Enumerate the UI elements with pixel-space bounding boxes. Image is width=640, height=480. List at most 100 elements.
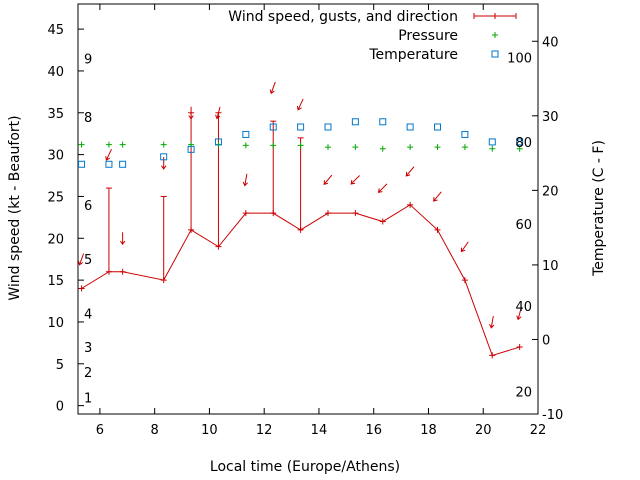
wind-point	[407, 201, 414, 208]
wind-point	[352, 210, 359, 217]
temperature-point	[242, 130, 250, 138]
legend-sample-pressure	[492, 32, 498, 38]
temperature-point	[488, 138, 496, 146]
y-tick-label: 30	[47, 149, 64, 164]
wind-direction-arrow	[119, 232, 126, 246]
y-tick-label: 0	[56, 400, 64, 415]
wind-direction-arrow	[215, 106, 221, 120]
y-tick-label: 5	[56, 358, 64, 373]
pressure-point	[324, 144, 331, 151]
beaufort-label: 8	[84, 111, 92, 126]
temperature-point	[297, 123, 305, 131]
wind-direction-arrow	[296, 98, 304, 111]
wind-direction-arrow	[433, 191, 442, 202]
plot-frame	[77, 3, 539, 415]
temperature-point	[406, 123, 414, 131]
wind-point	[489, 352, 496, 359]
legend: Wind speed, gusts, and direction Pressur…	[228, 9, 517, 63]
y-tick-label: 45	[47, 23, 64, 38]
pressure-point	[297, 142, 304, 149]
y2-tick-label: 20	[542, 184, 559, 199]
x-tick-label: 12	[256, 423, 273, 438]
beaufort-label: 1	[84, 391, 92, 406]
legend-label-pressure: Pressure	[398, 28, 458, 44]
pressure-point	[270, 142, 277, 149]
pressure-point	[242, 142, 249, 149]
legend-sample-temperature	[491, 50, 499, 58]
y2-axis-label: Temperature (C - F)	[591, 140, 607, 277]
temperature-point	[379, 118, 387, 126]
y2-tick-label: 40	[542, 35, 559, 50]
temperature-point	[160, 153, 168, 161]
wind-direction-arrow	[516, 307, 522, 321]
y2-tick-label: -10	[542, 408, 563, 423]
fahrenheit-label: 100	[507, 52, 532, 67]
wind-point	[105, 268, 112, 275]
x-axis-label: Local time (Europe/Athens)	[210, 459, 400, 475]
wind-point	[215, 243, 222, 250]
fahrenheit-label: 80	[515, 136, 532, 151]
wind-point	[516, 344, 523, 351]
temperature-point	[434, 123, 442, 131]
x-tick-label: 20	[475, 423, 492, 438]
y-tick-label: 35	[47, 107, 64, 122]
wind-point	[160, 277, 167, 284]
wind-direction-arrow	[105, 148, 112, 161]
temperature-point	[214, 138, 222, 146]
pressure-point	[461, 144, 468, 151]
pressure-point	[78, 141, 85, 148]
wind-point	[270, 210, 277, 217]
y-tick-label: 15	[47, 274, 64, 289]
x-tick-label: 22	[530, 423, 547, 438]
x-tick-label: 16	[365, 423, 382, 438]
wind-point	[379, 218, 386, 225]
wind-direction-arrow	[269, 81, 276, 95]
pressure-point	[489, 145, 496, 152]
wind-direction-arrow	[377, 183, 388, 193]
legend-sample-wind-marker	[473, 13, 517, 19]
y2-tick-label: 10	[542, 259, 559, 274]
temperature-point	[269, 123, 277, 131]
x-tick-label: 6	[96, 423, 104, 438]
wind-direction-arrow	[460, 241, 469, 253]
wind-direction-arrow	[350, 175, 360, 185]
x-tick-label: 10	[201, 423, 218, 438]
y2-tick-label: 30	[542, 110, 559, 125]
temperature-point	[324, 123, 332, 131]
wind-direction-arrow	[405, 166, 415, 177]
pressure-point	[352, 144, 359, 151]
wind-direction-arrow	[323, 174, 333, 185]
temperature-point	[105, 160, 113, 168]
temperature-point	[516, 138, 524, 146]
y2-tick-label: 0	[542, 333, 550, 348]
temperature-point	[351, 118, 359, 126]
fahrenheit-label: 60	[515, 218, 532, 233]
wind-point	[242, 210, 249, 217]
wind-direction-arrow	[78, 253, 85, 266]
x-tick-label: 14	[311, 423, 328, 438]
pressure-point	[379, 145, 386, 152]
wind-point	[324, 210, 331, 217]
x-tick-label: 8	[151, 423, 159, 438]
pressure-point	[160, 141, 167, 148]
scale-labels: 1 2 3 4 5 6 8 9 20 40 60 80 100	[84, 52, 532, 407]
fahrenheit-label: 20	[515, 386, 532, 401]
y-tick-label: 20	[47, 232, 64, 247]
legend-label-temperature: Temperature	[368, 47, 458, 63]
pressure-point	[407, 144, 414, 151]
beaufort-label: 2	[84, 366, 92, 381]
beaufort-label: 6	[84, 199, 92, 214]
wind-direction-arrow	[188, 106, 194, 120]
wind-point	[188, 226, 195, 233]
pressure-point	[516, 145, 523, 152]
temperature-point	[461, 130, 469, 138]
wind-direction-arrow	[489, 315, 495, 329]
y-tick-label: 40	[47, 65, 64, 80]
legend-label-wind: Wind speed, gusts, and direction	[228, 9, 458, 25]
data-marks	[78, 81, 524, 359]
temperature-point	[119, 160, 127, 168]
wind-direction-arrow	[242, 173, 248, 187]
axis-ticks: 6 8 10 12 14 16 18 20 22051015202530354045-10010…	[47, 4, 563, 438]
y-tick-label: 25	[47, 190, 64, 205]
